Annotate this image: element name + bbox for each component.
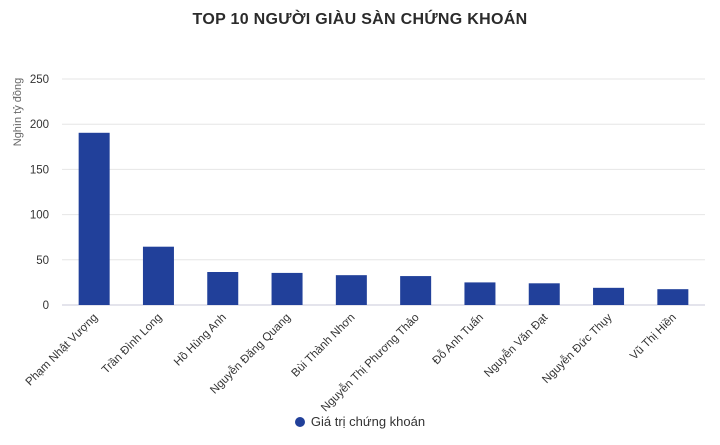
- x-tick-label: Trần Đình Long: [100, 312, 165, 377]
- bar[interactable]: [400, 276, 432, 305]
- y-tick-label: 150: [30, 164, 49, 176]
- bar[interactable]: [335, 275, 367, 305]
- bars: [78, 132, 689, 305]
- x-tick-label: Phạm Nhật Vượng: [24, 312, 101, 389]
- y-axis-ticks: 0 50 100 150 200 250: [30, 74, 49, 312]
- legend-swatch: [294, 417, 305, 427]
- bar[interactable]: [207, 272, 239, 305]
- x-tick-label: Nguyễn Văn Đạt: [482, 310, 551, 379]
- y-tick-label: 200: [30, 119, 49, 131]
- bar[interactable]: [78, 132, 110, 305]
- x-tick-label: Đỗ Anh Tuấn: [430, 311, 486, 367]
- bar[interactable]: [464, 282, 496, 305]
- x-tick-label: Vũ Thị Hiền: [628, 312, 679, 363]
- bar[interactable]: [271, 272, 303, 305]
- bar[interactable]: [657, 289, 689, 305]
- y-tick-label: 50: [36, 255, 49, 267]
- x-tick-label: Hồ Hùng Anh: [172, 312, 229, 369]
- bar[interactable]: [528, 283, 560, 305]
- bar[interactable]: [593, 287, 625, 305]
- x-tick-label: Nguyễn Đức Thụy: [540, 311, 615, 386]
- y-tick-label: 0: [43, 300, 49, 312]
- legend: Giá trị chứng khoán: [0, 414, 720, 429]
- x-tick-label: Bùi Thành Nhơn: [290, 312, 358, 380]
- x-axis-ticks: Phạm Nhật Vượng Trần Đình Long Hồ Hùng Anh…: [24, 310, 679, 414]
- y-tick-label: 100: [30, 210, 49, 222]
- legend-label: Giá trị chứng khoán: [310, 414, 426, 429]
- bar[interactable]: [142, 246, 174, 305]
- chart-title: TOP 10 NGƯỜI GIÀU SÀN CHỨNG KHOÁN: [192, 11, 528, 28]
- y-axis-label: Nghìn tỷ đồng: [12, 78, 24, 147]
- y-tick-label: 250: [30, 74, 49, 86]
